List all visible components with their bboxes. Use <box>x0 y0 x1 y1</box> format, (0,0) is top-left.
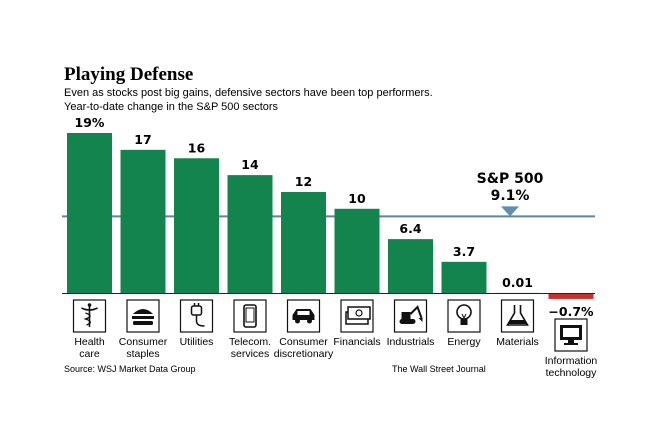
data-label: 10 <box>348 191 366 206</box>
bar[interactable] <box>281 191 326 293</box>
bar[interactable] <box>548 293 594 299</box>
category-label: Financials <box>333 336 380 348</box>
caduceus-icon <box>72 299 107 333</box>
category-label: Materials <box>496 336 539 348</box>
source-note: Source: WSJ Market Data Group <box>64 364 196 374</box>
reference-value-label: 9.1% <box>491 188 530 204</box>
excavator-icon <box>393 299 428 333</box>
computer-icon <box>554 318 588 352</box>
bar[interactable] <box>334 208 380 293</box>
category-label: Information <box>545 355 598 367</box>
bar[interactable] <box>67 133 112 293</box>
category-label: Telecom. <box>229 336 271 348</box>
data-label: 0.01 <box>502 275 533 290</box>
bar[interactable] <box>120 149 166 293</box>
data-label: 6.4 <box>399 221 421 236</box>
category-label: care <box>79 348 100 360</box>
bar[interactable] <box>227 175 273 293</box>
data-label: 16 <box>188 140 206 155</box>
cash-icon <box>340 299 374 333</box>
category-label: Health <box>74 336 105 348</box>
reference-marker <box>501 206 519 217</box>
category-label: Utilities <box>180 336 214 348</box>
chart-title: Playing Defense <box>64 64 194 85</box>
data-label: 3.7 <box>453 244 475 259</box>
reference-label: S&P 500 <box>477 171 544 187</box>
category-label: Consumer <box>279 336 328 348</box>
subtitle-line: Year-to-date change in the S&P 500 secto… <box>64 101 279 113</box>
phone-icon <box>233 299 267 333</box>
subtitle-line: Even as stocks post big gains, defensive… <box>64 87 433 99</box>
category-label: Industrials <box>387 336 435 348</box>
plug-icon <box>179 299 214 333</box>
data-label: 19% <box>75 115 105 130</box>
category-label: staples <box>126 348 159 360</box>
category-label: services <box>231 348 270 360</box>
category-label: Consumer <box>119 336 168 348</box>
flask-icon <box>500 299 535 333</box>
lightbulb-icon <box>447 299 481 333</box>
category-label: Energy <box>447 336 481 348</box>
bar[interactable] <box>388 239 433 293</box>
credit-note: The Wall Street Journal <box>392 364 486 374</box>
category-label: discretionary <box>274 348 334 360</box>
data-label: 12 <box>295 174 312 189</box>
chart-subtitle: Even as stocks post big gains, defensive… <box>64 86 433 114</box>
bar[interactable] <box>441 261 487 293</box>
data-label: 17 <box>134 132 151 147</box>
bar[interactable] <box>174 158 219 293</box>
data-label: 14 <box>241 157 259 172</box>
data-label: −0.7% <box>548 304 594 319</box>
burger-icon <box>126 299 160 333</box>
category-label: technology <box>546 367 598 379</box>
car-icon <box>286 299 321 333</box>
